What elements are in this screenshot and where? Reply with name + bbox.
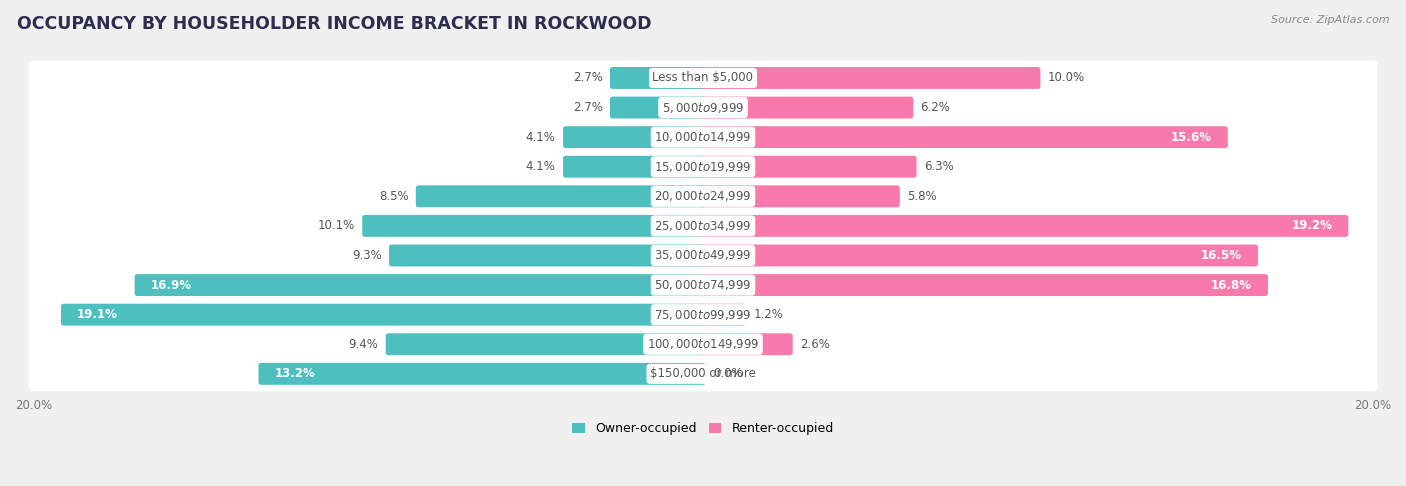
Text: 2.7%: 2.7% xyxy=(572,101,603,114)
Text: 8.5%: 8.5% xyxy=(378,190,409,203)
FancyBboxPatch shape xyxy=(135,274,706,296)
Text: 0.0%: 0.0% xyxy=(713,367,742,381)
Text: Source: ZipAtlas.com: Source: ZipAtlas.com xyxy=(1271,15,1389,25)
FancyBboxPatch shape xyxy=(700,156,917,178)
Text: Less than $5,000: Less than $5,000 xyxy=(652,71,754,85)
Text: 16.8%: 16.8% xyxy=(1211,278,1251,292)
FancyBboxPatch shape xyxy=(259,363,706,385)
FancyBboxPatch shape xyxy=(60,304,706,326)
Text: 16.9%: 16.9% xyxy=(150,278,191,292)
FancyBboxPatch shape xyxy=(700,126,1227,148)
Text: 10.0%: 10.0% xyxy=(1047,71,1085,85)
Text: $5,000 to $9,999: $5,000 to $9,999 xyxy=(662,101,744,115)
Text: 2.7%: 2.7% xyxy=(572,71,603,85)
FancyBboxPatch shape xyxy=(385,333,706,355)
Text: 5.8%: 5.8% xyxy=(907,190,936,203)
FancyBboxPatch shape xyxy=(700,304,745,326)
Text: $50,000 to $74,999: $50,000 to $74,999 xyxy=(654,278,752,292)
FancyBboxPatch shape xyxy=(416,185,706,207)
FancyBboxPatch shape xyxy=(28,149,1378,184)
FancyBboxPatch shape xyxy=(700,185,900,207)
FancyBboxPatch shape xyxy=(610,67,706,89)
Legend: Owner-occupied, Renter-occupied: Owner-occupied, Renter-occupied xyxy=(568,417,838,440)
FancyBboxPatch shape xyxy=(28,90,1378,125)
Text: $100,000 to $149,999: $100,000 to $149,999 xyxy=(647,337,759,351)
Text: 4.1%: 4.1% xyxy=(526,131,555,144)
FancyBboxPatch shape xyxy=(562,156,706,178)
Text: 9.4%: 9.4% xyxy=(349,338,378,351)
Text: $35,000 to $49,999: $35,000 to $49,999 xyxy=(654,248,752,262)
FancyBboxPatch shape xyxy=(700,215,1348,237)
Text: 15.6%: 15.6% xyxy=(1171,131,1212,144)
Text: 13.2%: 13.2% xyxy=(274,367,315,381)
FancyBboxPatch shape xyxy=(700,97,914,119)
FancyBboxPatch shape xyxy=(28,208,1378,243)
FancyBboxPatch shape xyxy=(28,327,1378,362)
FancyBboxPatch shape xyxy=(389,244,706,266)
FancyBboxPatch shape xyxy=(28,356,1378,391)
FancyBboxPatch shape xyxy=(700,67,1040,89)
Text: $25,000 to $34,999: $25,000 to $34,999 xyxy=(654,219,752,233)
Text: $10,000 to $14,999: $10,000 to $14,999 xyxy=(654,130,752,144)
FancyBboxPatch shape xyxy=(610,97,706,119)
Text: 1.2%: 1.2% xyxy=(754,308,783,321)
FancyBboxPatch shape xyxy=(700,333,793,355)
FancyBboxPatch shape xyxy=(28,268,1378,303)
Text: $75,000 to $99,999: $75,000 to $99,999 xyxy=(654,308,752,322)
Text: 19.2%: 19.2% xyxy=(1291,219,1333,232)
Text: 10.1%: 10.1% xyxy=(318,219,354,232)
Text: $20,000 to $24,999: $20,000 to $24,999 xyxy=(654,190,752,203)
FancyBboxPatch shape xyxy=(363,215,706,237)
Text: OCCUPANCY BY HOUSEHOLDER INCOME BRACKET IN ROCKWOOD: OCCUPANCY BY HOUSEHOLDER INCOME BRACKET … xyxy=(17,15,651,33)
FancyBboxPatch shape xyxy=(28,61,1378,95)
FancyBboxPatch shape xyxy=(28,120,1378,155)
Text: 19.1%: 19.1% xyxy=(77,308,118,321)
FancyBboxPatch shape xyxy=(562,126,706,148)
Text: 16.5%: 16.5% xyxy=(1201,249,1241,262)
Text: $150,000 or more: $150,000 or more xyxy=(650,367,756,381)
Text: 6.3%: 6.3% xyxy=(924,160,953,173)
FancyBboxPatch shape xyxy=(700,274,1268,296)
FancyBboxPatch shape xyxy=(700,244,1258,266)
Text: 9.3%: 9.3% xyxy=(352,249,381,262)
FancyBboxPatch shape xyxy=(28,297,1378,332)
Text: 6.2%: 6.2% xyxy=(921,101,950,114)
Text: 4.1%: 4.1% xyxy=(526,160,555,173)
Text: 2.6%: 2.6% xyxy=(800,338,830,351)
FancyBboxPatch shape xyxy=(28,238,1378,273)
FancyBboxPatch shape xyxy=(28,179,1378,214)
Text: $15,000 to $19,999: $15,000 to $19,999 xyxy=(654,160,752,174)
